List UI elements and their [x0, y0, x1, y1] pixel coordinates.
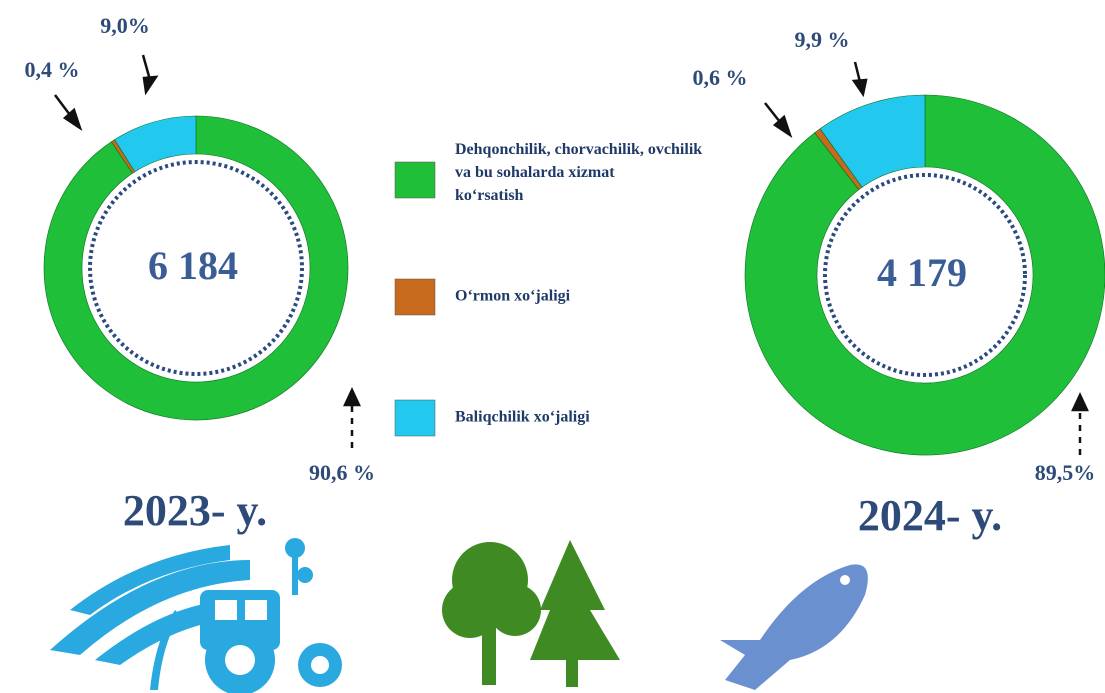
- chart: 90,6 % 0,4 % 9,0% 6 184 2023- y. 89,5% 0,6 % 9,…: [0, 0, 1105, 693]
- legend-swatch: [395, 400, 435, 436]
- value-label: 0,6 %: [693, 65, 748, 90]
- year-label: 2024- y.: [858, 491, 1002, 540]
- value-label: 0,4 %: [25, 57, 80, 82]
- value-label: 89,5%: [1035, 460, 1096, 485]
- legend-label: Baliqchilik xo‘jaligi: [455, 409, 590, 426]
- center-label: 4 179: [877, 250, 967, 295]
- legend-swatch: [395, 279, 435, 315]
- tractor-icon: [50, 538, 342, 693]
- fish-icon: [720, 564, 868, 690]
- center-label: 6 184: [148, 243, 238, 288]
- year-label: 2023- y.: [123, 486, 267, 535]
- value-label: 9,9 %: [795, 27, 850, 52]
- value-label: 9,0%: [100, 13, 150, 38]
- value-label: 90,6 %: [309, 460, 375, 485]
- legend-swatch: [395, 162, 435, 198]
- trees-icon: [442, 540, 620, 687]
- legend-label: O‘rmon xo‘jaligi: [455, 288, 571, 305]
